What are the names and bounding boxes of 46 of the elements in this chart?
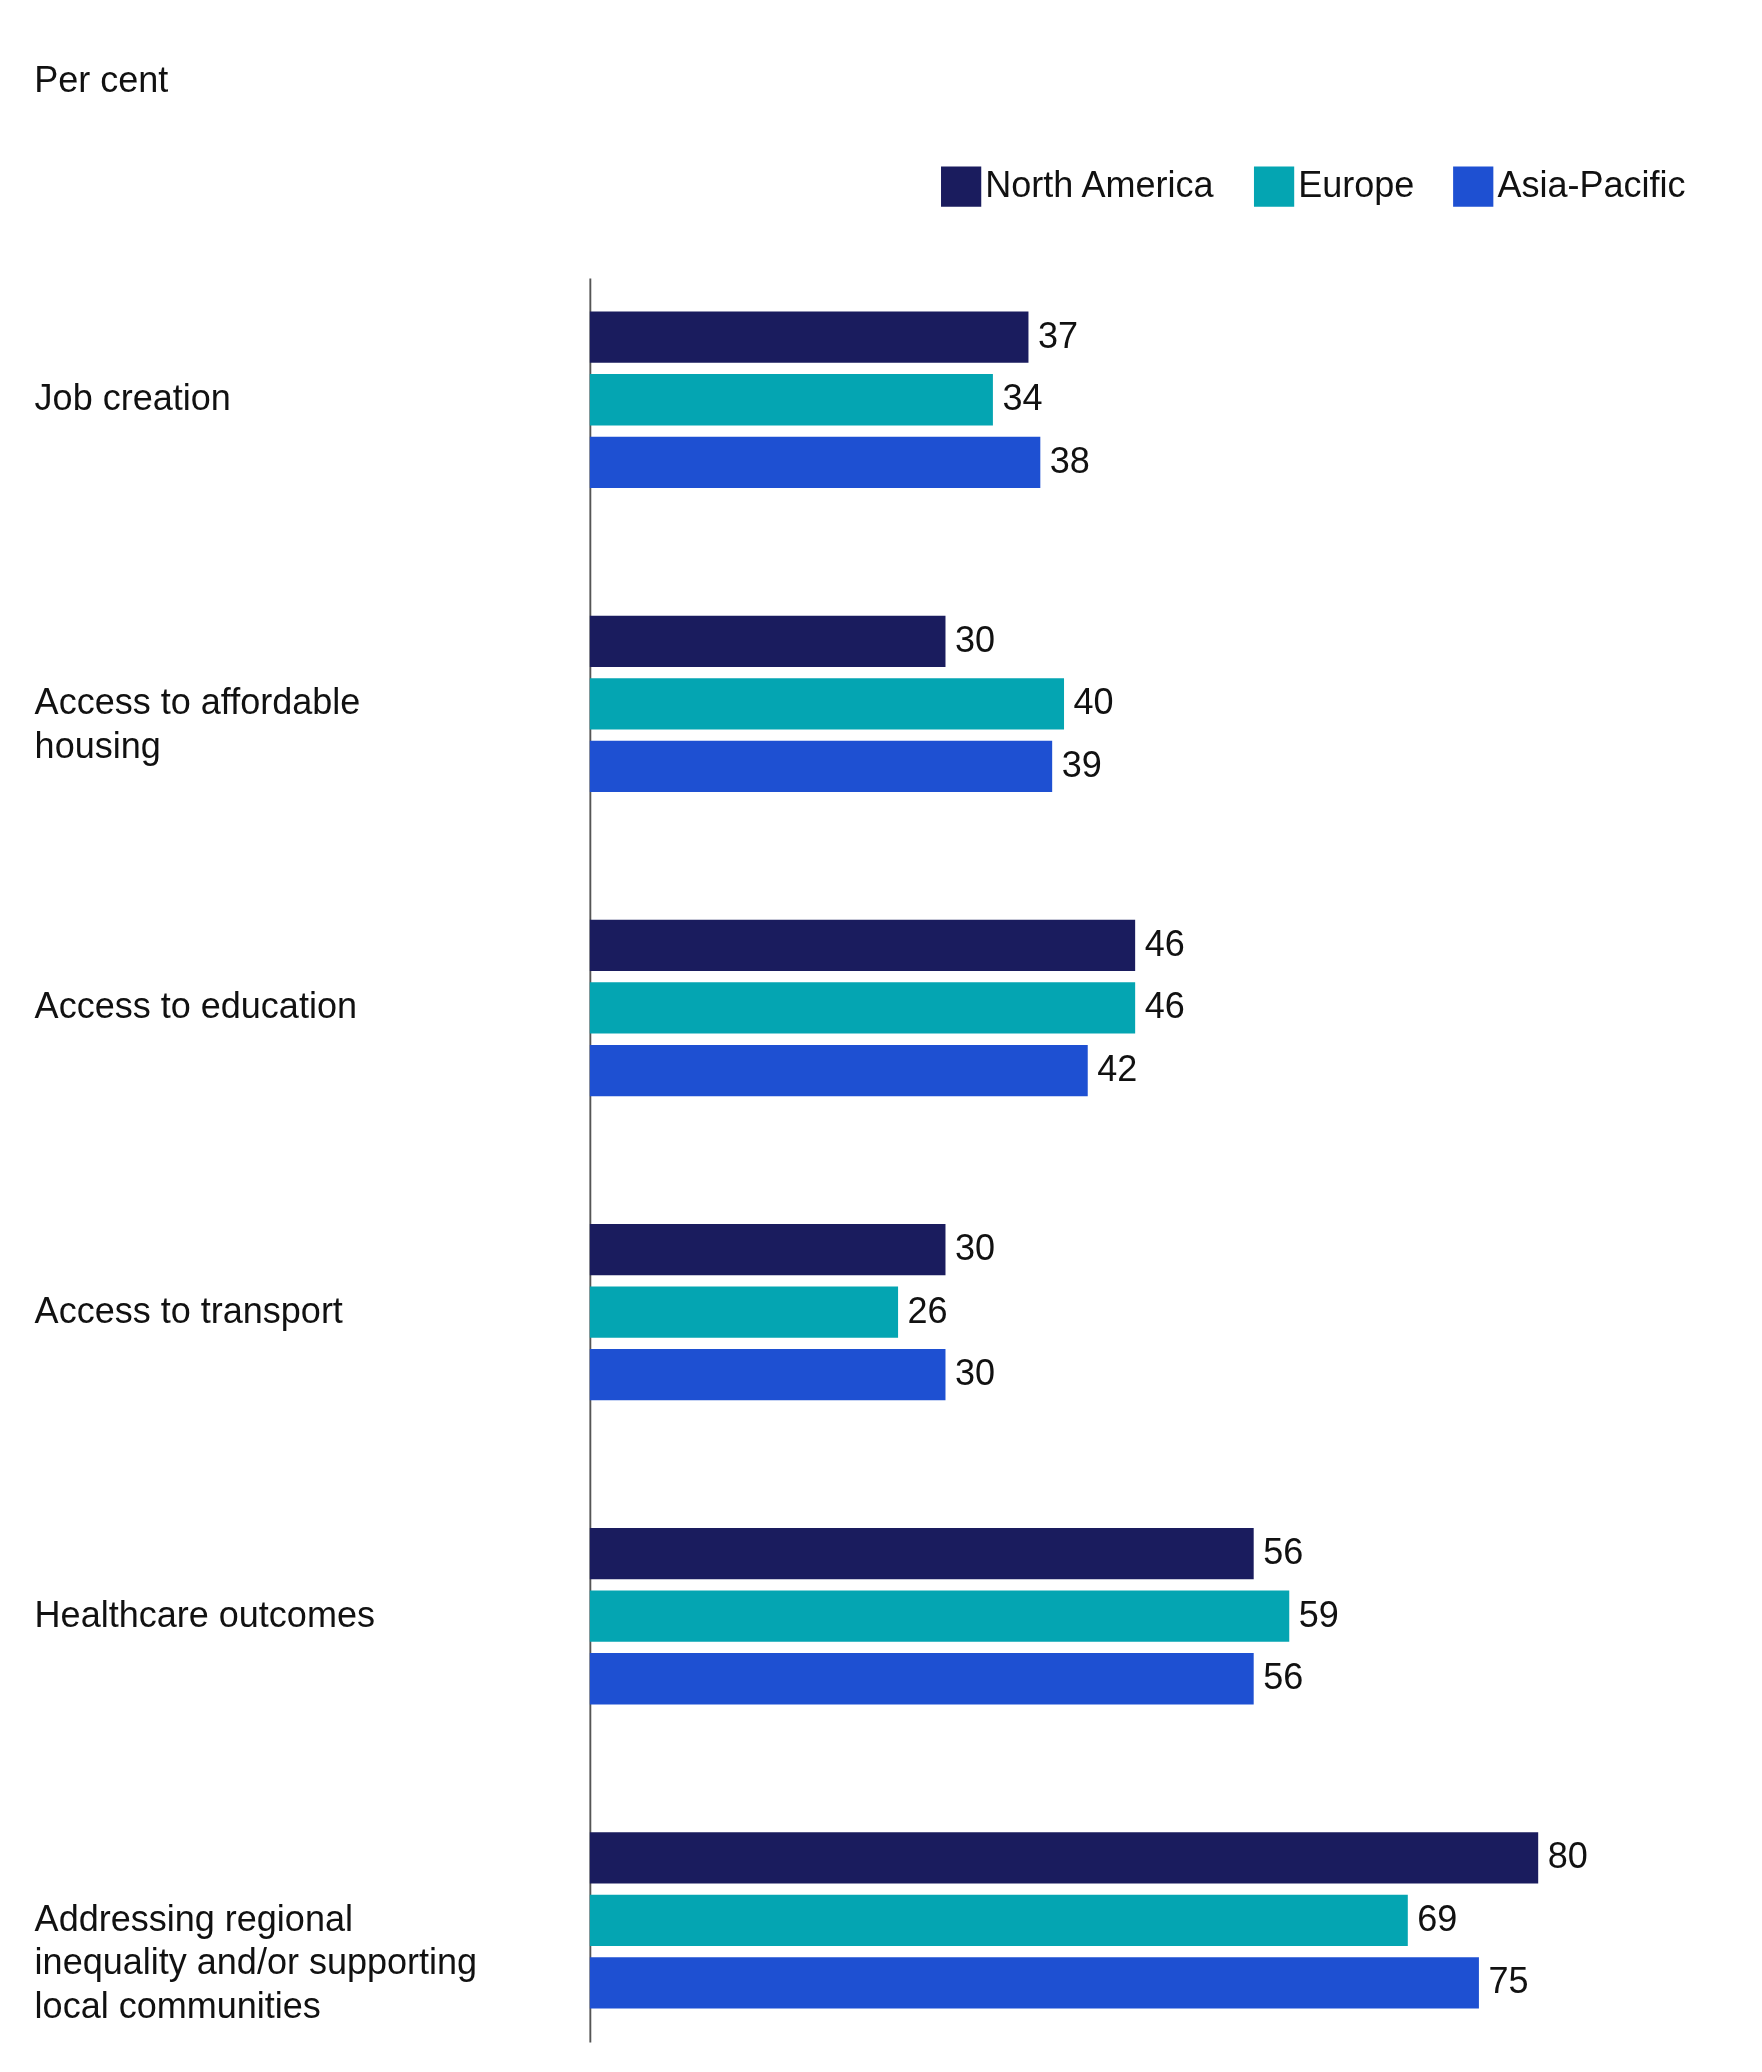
data-label: 56 xyxy=(1263,1656,1304,1698)
data-label: 56 xyxy=(1263,1531,1304,1573)
y-tick-label: Addressing regional inequality and/or supporting local communities xyxy=(34,1897,478,2027)
data-label: 42 xyxy=(1097,1047,1138,1089)
y-tick-label: Access to education xyxy=(34,985,357,1027)
bar xyxy=(589,311,1029,363)
data-label: 69 xyxy=(1417,1897,1458,1939)
bar xyxy=(589,1286,899,1338)
y-tick-label: Healthcare outcomes xyxy=(34,1593,375,1635)
data-label: 40 xyxy=(1073,681,1114,723)
data-label: 59 xyxy=(1298,1593,1339,1635)
bar xyxy=(589,919,1136,972)
bar xyxy=(589,1528,1254,1580)
bar xyxy=(589,374,993,426)
bar xyxy=(589,1894,1408,1946)
legend-label: North America xyxy=(985,164,1215,206)
y-tick-label: Access to transport xyxy=(34,1289,343,1331)
text: Per cent xyxy=(34,59,169,101)
bar xyxy=(589,1832,1539,1884)
data-label: 26 xyxy=(907,1289,948,1331)
bar xyxy=(589,1653,1254,1705)
data-label: 46 xyxy=(1144,985,1185,1027)
data-label: 75 xyxy=(1488,1960,1529,2002)
data-label: 30 xyxy=(954,1226,996,1268)
bar xyxy=(589,678,1065,730)
legend-label: Asia-Pacific xyxy=(1497,164,1686,206)
bar xyxy=(589,982,1136,1034)
y-tick-label: Job creation xyxy=(34,377,231,419)
bar xyxy=(589,436,1041,488)
y-tick-label: Access to affordable housing xyxy=(34,681,361,766)
bar xyxy=(589,740,1053,793)
data-label: 38 xyxy=(1049,439,1090,481)
bar xyxy=(589,1349,946,1401)
data-label: 37 xyxy=(1037,314,1079,356)
data-label: 30 xyxy=(954,1352,996,1394)
data-label: 39 xyxy=(1061,743,1102,785)
data-label: 46 xyxy=(1144,922,1185,964)
bar xyxy=(589,1044,1088,1097)
bar xyxy=(589,615,946,667)
bar xyxy=(589,1957,1479,2009)
bar xyxy=(589,1223,946,1276)
legend-label: Europe xyxy=(1298,164,1415,206)
data-label: 80 xyxy=(1547,1835,1588,1877)
bar xyxy=(589,1590,1290,1642)
data-label: 34 xyxy=(1002,377,1043,419)
data-label: 30 xyxy=(954,618,996,660)
